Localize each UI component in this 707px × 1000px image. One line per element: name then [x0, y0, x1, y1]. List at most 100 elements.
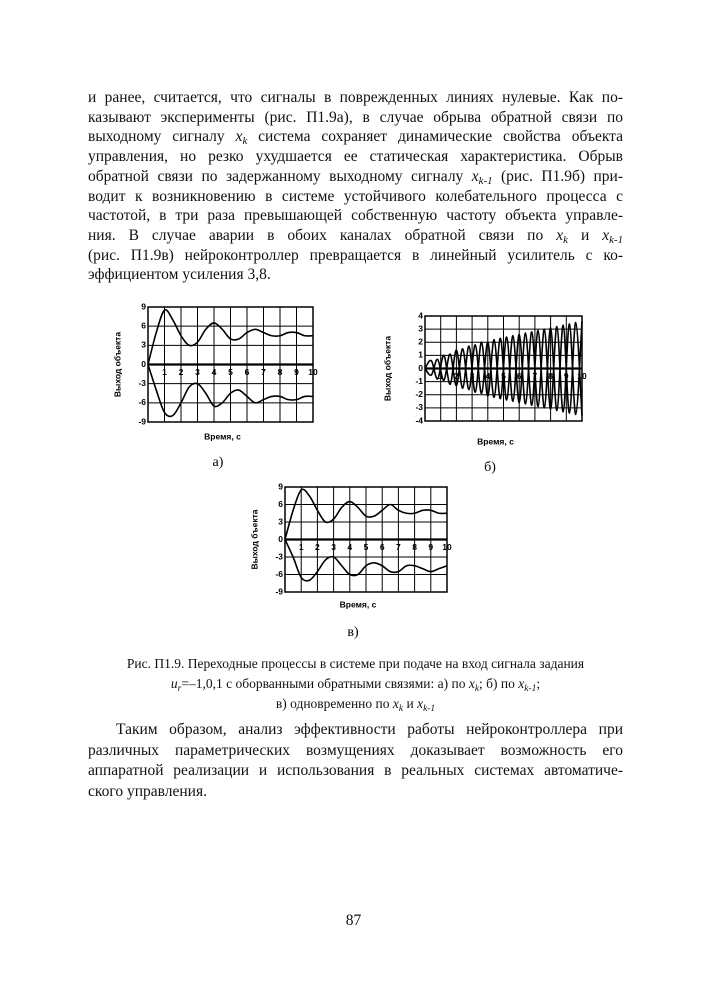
x-tick-label: 3: [195, 367, 200, 377]
variable: ur: [170, 676, 182, 694]
y-tick-label: 6: [141, 320, 146, 330]
figure-label: б): [484, 460, 496, 475]
x-tick-label: 6: [380, 542, 385, 552]
x-tick-label: 10: [442, 542, 452, 552]
text: (рис. П1.9б) при-: [492, 167, 623, 185]
variable: xk-1: [518, 676, 537, 694]
text: в) одновременно по: [275, 696, 393, 711]
data-line: [147, 309, 314, 365]
x-tick-label: 2: [179, 367, 184, 377]
y-tick-label: -1: [415, 376, 423, 386]
y-tick-label: 9: [141, 301, 146, 311]
x-tick-label: 3: [331, 542, 336, 552]
y-tick-label: -3: [415, 402, 423, 412]
text: эффициентом усиления 3,8.: [88, 266, 271, 284]
subscript: k: [398, 704, 404, 714]
text: управления, но резко ухудшается ее стати…: [88, 148, 623, 166]
x-tick-label: 10: [308, 367, 318, 377]
x-axis-label: Время, с: [204, 431, 241, 441]
text: Рис. П1.9. Переходные процессы в системе…: [126, 656, 585, 671]
y-tick-label: -9: [275, 586, 283, 596]
data-line: [284, 488, 448, 540]
y-tick-label: -6: [275, 569, 283, 579]
text-line: Таким образом, анализ эффективности рабо…: [116, 720, 623, 740]
x-tick-label: 8: [412, 542, 417, 552]
text: и: [403, 696, 418, 711]
subscript: k: [474, 684, 480, 694]
variable: xk: [468, 676, 480, 694]
variable: xk-1: [471, 167, 493, 187]
subscript: r: [177, 684, 182, 694]
text: выходному сигналу: [88, 128, 236, 146]
text: система сохраняет динамические свойства …: [247, 128, 624, 146]
x-tick-label: 8: [548, 371, 553, 381]
text: различных параметрических возмущениях до…: [88, 741, 623, 759]
data-line: [424, 321, 583, 416]
text-line: обратной связи по задержанному выходному…: [88, 167, 623, 187]
y-tick-label: 3: [278, 516, 283, 526]
figure-label: в): [347, 625, 359, 640]
text-line: частотой, в три раза превышающей собстве…: [88, 206, 623, 226]
x-tick-label: 5: [228, 367, 233, 377]
text: ;: [536, 676, 541, 691]
y-axis-label: Выход бъекта: [249, 509, 259, 569]
text: ; б) по: [479, 676, 519, 691]
x-tick-label: 4: [485, 371, 490, 381]
x-tick-label: 1: [438, 371, 443, 381]
y-tick-label: 0: [141, 359, 146, 369]
text-line: ского управления.: [88, 782, 207, 802]
x-tick-label: 1: [299, 542, 304, 552]
page-number: 87: [345, 912, 362, 929]
text-line: казывают эксперименты (рис. П1.9а), в сл…: [88, 108, 623, 128]
subscript: k-1: [524, 684, 537, 694]
subscript: k: [242, 135, 248, 148]
x-tick-label: 2: [315, 542, 320, 552]
y-tick-label: 2: [418, 337, 423, 347]
subscript: k-1: [478, 174, 493, 187]
x-tick-label: 6: [517, 371, 522, 381]
text: обратной связи по задержанному выходному…: [88, 167, 472, 185]
text: и: [567, 226, 603, 244]
x-tick-label: 4: [347, 542, 352, 552]
x-tick-label: 9: [294, 367, 299, 377]
text: аппаратной реализации и использования в …: [88, 762, 623, 779]
y-tick-label: 9: [278, 481, 283, 491]
y-tick-label: -3: [138, 378, 146, 388]
text-line: ur=–1,0,1 с оборванными обратными связям…: [88, 674, 623, 694]
text-line: Рис. П1.9. Переходные процессы в системе…: [88, 654, 623, 674]
text: казывают эксперименты (рис. П1.9а), в сл…: [88, 108, 623, 126]
y-tick-label: 4: [418, 310, 423, 320]
x-tick-label: 8: [278, 367, 283, 377]
subscript: k-1: [609, 233, 623, 246]
y-tick-label: -2: [415, 389, 423, 399]
variable: xk: [235, 128, 248, 148]
x-tick-label: 5: [364, 542, 369, 552]
y-axis-label: Выход объекта: [382, 336, 392, 401]
text-line: эффициентом усиления 3,8.: [88, 265, 271, 285]
x-tick-label: 4: [212, 367, 217, 377]
text: (рис. П1.9в) нейроконтроллер превращаетс…: [88, 246, 623, 264]
variable: xk-1: [602, 226, 623, 246]
text: частотой, в три раза превышающей собстве…: [88, 207, 623, 225]
text-line: различных параметрических возмущениях до…: [88, 741, 623, 761]
y-tick-label: 0: [418, 363, 423, 373]
variable: xk: [392, 696, 404, 714]
y-axis-label: Выход объекта: [112, 332, 122, 397]
text-line: в) одновременно по xk и xk-1: [88, 694, 623, 714]
x-tick-label: 7: [261, 367, 266, 377]
y-tick-label: 3: [418, 323, 423, 333]
x-tick-label: 1: [162, 367, 167, 377]
y-tick-label: 1: [418, 350, 423, 360]
text-line: аппаратной реализации и использования в …: [88, 761, 623, 781]
y-tick-label: 6: [278, 499, 283, 509]
variable: xk: [556, 226, 568, 246]
x-axis-label: Время, с: [340, 599, 377, 609]
text-line: управления, но резко ухудшается ее стати…: [88, 147, 623, 167]
x-tick-label: 7: [396, 542, 401, 552]
y-tick-label: -4: [415, 415, 423, 425]
x-tick-label: 6: [245, 367, 250, 377]
text: водит к возникновению в системе устойчив…: [88, 187, 623, 205]
y-tick-label: -6: [138, 397, 146, 407]
